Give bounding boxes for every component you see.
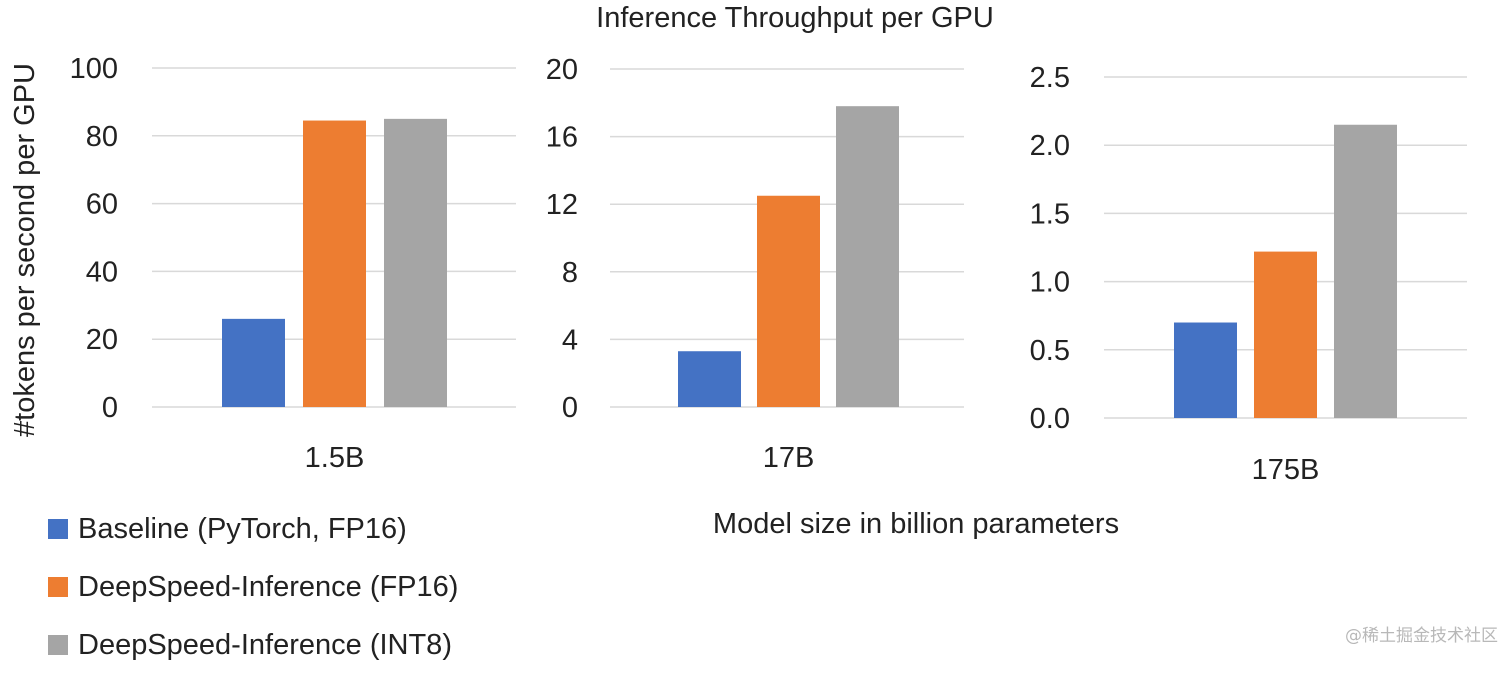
y-tick-label: 80 (86, 121, 118, 153)
bar-baseline-1.5B (222, 318, 285, 407)
y-tick-label: 2.0 (1030, 130, 1070, 162)
y-tick-label: 8 (562, 257, 578, 289)
bar-int8-175B (1334, 124, 1397, 419)
watermark: @稀土掘金技术社区 (1345, 626, 1498, 646)
bar-fp16-17B (757, 195, 820, 407)
legend-item-baseline: Baseline (PyTorch, FP16) (48, 500, 458, 558)
y-tick-label: 4 (562, 324, 578, 356)
y-tick-label: 0 (102, 392, 118, 424)
bar-fp16-175B (1254, 251, 1317, 418)
y-axis-label: #tokens per second per GPU (9, 63, 41, 437)
legend-swatch-baseline (48, 519, 68, 539)
legend-swatch-int8 (48, 635, 68, 655)
legend-item-fp16: DeepSpeed-Inference (FP16) (48, 558, 458, 616)
legend-label-int8: DeepSpeed-Inference (INT8) (78, 628, 452, 661)
chart-panels: 0 20 40 60 80 100 1.5B 0 4 8 12 16 20 17B 0.0 0.5 1.0 1.5… (70, 53, 1467, 486)
chart-title: Inference Throughput per GPU (596, 2, 994, 34)
y-tick-label: 0.0 (1030, 403, 1070, 435)
chart-figure: Inference Throughput per GPU #tokens per… (9, 2, 1467, 540)
y-tick-label: 0 (562, 392, 578, 424)
y-tick-label: 12 (546, 189, 578, 221)
y-tick-label: 40 (86, 256, 118, 288)
y-tick-label: 1.0 (1030, 267, 1070, 299)
legend: Baseline (PyTorch, FP16) DeepSpeed-Infer… (48, 500, 458, 674)
legend-item-int8: DeepSpeed-Inference (INT8) (48, 616, 458, 674)
bar-baseline-175B (1174, 322, 1237, 418)
x-category-label: 175B (1252, 454, 1320, 486)
y-tick-label: 16 (546, 122, 578, 154)
y-tick-label: 60 (86, 189, 118, 221)
x-category-label: 1.5B (305, 442, 365, 474)
y-tick-label: 100 (70, 53, 118, 85)
y-tick-label: 1.5 (1030, 198, 1070, 230)
legend-label-baseline: Baseline (PyTorch, FP16) (78, 512, 407, 545)
x-axis-label: Model size in billion parameters (713, 508, 1119, 540)
legend-label-fp16: DeepSpeed-Inference (FP16) (78, 570, 459, 603)
legend-swatch-fp16 (48, 577, 68, 597)
y-tick-label: 20 (86, 324, 118, 356)
y-tick-label: 20 (546, 54, 578, 86)
y-tick-label: 2.5 (1030, 62, 1070, 94)
bar-baseline-17B (678, 351, 741, 407)
y-tick-label: 0.5 (1030, 335, 1070, 367)
bar-fp16-1.5B (303, 120, 366, 408)
bar-int8-17B (836, 106, 899, 408)
bar-int8-1.5B (384, 118, 447, 407)
x-category-label: 17B (763, 442, 815, 474)
